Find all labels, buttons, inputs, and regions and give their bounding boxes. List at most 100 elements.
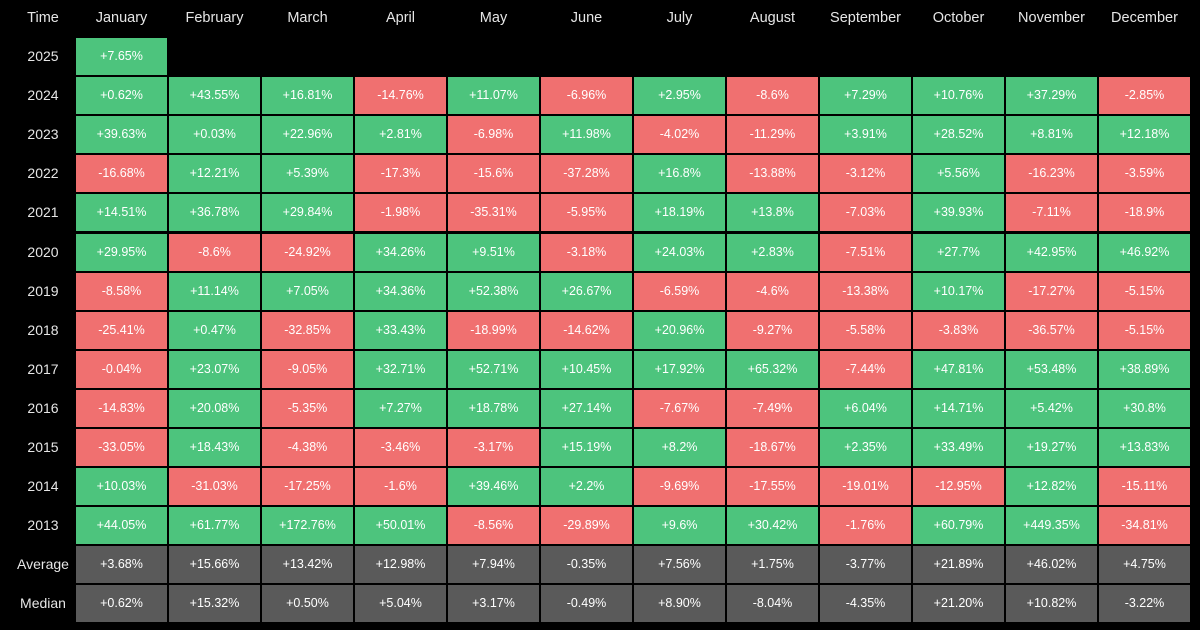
- heatmap-cell: +36.78%: [169, 194, 260, 232]
- heatmap-cell: +34.26%: [355, 233, 446, 271]
- column-header-april: April: [385, 10, 415, 26]
- row-label-2016: 2016: [27, 399, 59, 416]
- row-label-2022: 2022: [27, 165, 59, 182]
- heatmap-cell: -3.22%: [1099, 585, 1190, 623]
- heatmap-cell: -12.95%: [913, 468, 1004, 506]
- row-label-2021: 2021: [27, 204, 59, 221]
- row-label-average: Average: [17, 556, 69, 573]
- heatmap-cell: -5.95%: [541, 194, 632, 232]
- heatmap-cell: -13.88%: [727, 155, 818, 193]
- heatmap-cell: -4.35%: [820, 585, 911, 623]
- column-header-december: December: [1111, 10, 1178, 26]
- heatmap-cell: +43.55%: [169, 77, 260, 115]
- heatmap-cell: -17.25%: [262, 468, 353, 506]
- heatmap-cell: +8.81%: [1006, 116, 1097, 154]
- heatmap-cell: +2.81%: [355, 116, 446, 154]
- heatmap-cell: +16.8%: [634, 155, 725, 193]
- heatmap-cell: -16.23%: [1006, 155, 1097, 193]
- heatmap-cell: +12.18%: [1099, 116, 1190, 154]
- heatmap-cell: -34.81%: [1099, 507, 1190, 545]
- row-label-2015: 2015: [27, 439, 59, 455]
- heatmap-cell: +22.96%: [262, 116, 353, 154]
- heatmap-cell: +32.71%: [355, 350, 446, 388]
- heatmap-cell: +52.38%: [448, 272, 539, 310]
- heatmap-cell: -18.67%: [727, 429, 818, 466]
- heatmap-cell: -2.85%: [1099, 77, 1190, 115]
- row-label-2024: 2024: [27, 87, 59, 104]
- heatmap-cell: +34.36%: [355, 272, 446, 310]
- heatmap-cell: -29.89%: [541, 507, 632, 545]
- heatmap-cell: -14.62%: [541, 311, 632, 349]
- heatmap-cell: +18.43%: [169, 429, 260, 466]
- heatmap-cell: +11.07%: [448, 77, 539, 115]
- heatmap-cell: +4.75%: [1099, 546, 1190, 584]
- heatmap-cell: +61.77%: [169, 507, 260, 545]
- heatmap-cell: +27.14%: [541, 389, 632, 427]
- heatmap-cell: +10.82%: [1006, 585, 1097, 623]
- heatmap-cell: +17.92%: [634, 350, 725, 388]
- column-header-november: November: [1018, 10, 1085, 26]
- heatmap-cell: +2.83%: [727, 233, 818, 271]
- column-header-august: August: [749, 10, 796, 26]
- heatmap-cell: -0.49%: [541, 585, 632, 623]
- row-label-2019: 2019: [27, 282, 59, 299]
- heatmap-cell: +21.20%: [913, 585, 1004, 623]
- heatmap-cell: +0.62%: [76, 585, 167, 623]
- heatmap-cell: -9.27%: [727, 311, 818, 349]
- heatmap-cell: -6.96%: [541, 77, 632, 115]
- heatmap-cell: -11.29%: [727, 116, 818, 154]
- heatmap-cell: +18.19%: [634, 194, 725, 232]
- column-header-july: July: [666, 10, 693, 26]
- heatmap-cell: +27.7%: [913, 233, 1004, 271]
- time-column-header: Time: [27, 10, 59, 26]
- heatmap-cell: +11.98%: [541, 116, 632, 154]
- heatmap-cell: +29.95%: [76, 233, 167, 271]
- heatmap-cell: -3.46%: [355, 429, 446, 466]
- heatmap-cell: +33.49%: [913, 429, 1004, 466]
- heatmap-cell: -19.01%: [820, 468, 911, 506]
- heatmap-cell: +44.05%: [76, 507, 167, 545]
- heatmap-cell: -7.11%: [1006, 194, 1097, 232]
- row-label-2017: 2017: [27, 360, 59, 377]
- heatmap-cell: -5.15%: [1099, 272, 1190, 310]
- heatmap-cell: +8.90%: [634, 585, 725, 623]
- heatmap-cell: -14.83%: [76, 389, 167, 427]
- heatmap-cell: -8.6%: [727, 77, 818, 115]
- heatmap-cell: +2.2%: [541, 468, 632, 506]
- heatmap-cell: +52.71%: [448, 350, 539, 388]
- heatmap-cell: +0.50%: [262, 585, 353, 623]
- heatmap-cell: -31.03%: [169, 468, 260, 506]
- heatmap-cell: +38.89%: [1099, 350, 1190, 388]
- heatmap-cell: +7.65%: [76, 38, 167, 75]
- heatmap-cell: -16.68%: [76, 155, 167, 193]
- heatmap-cell: -5.15%: [1099, 311, 1190, 349]
- heatmap-cell: -18.99%: [448, 311, 539, 349]
- heatmap-cell: +5.04%: [355, 585, 446, 623]
- heatmap-cell: -9.05%: [262, 350, 353, 388]
- heatmap-cell: -3.18%: [541, 233, 632, 271]
- row-label-2023: 2023: [27, 126, 59, 143]
- row-label-2020: 2020: [27, 243, 59, 260]
- heatmap-cell: +26.67%: [541, 272, 632, 310]
- row-label-2014: 2014: [27, 478, 59, 495]
- column-header-may: May: [479, 10, 508, 26]
- heatmap-cell: -17.55%: [727, 468, 818, 506]
- row-label-2013: 2013: [27, 517, 59, 534]
- heatmap-cell: +0.47%: [169, 311, 260, 349]
- column-header-march: March: [287, 10, 328, 26]
- heatmap-cell: -3.12%: [820, 155, 911, 193]
- heatmap-cell: +30.42%: [727, 507, 818, 545]
- heatmap-cell: -7.51%: [820, 233, 911, 271]
- heatmap-cell: +7.27%: [355, 389, 446, 427]
- heatmap-cell: +21.89%: [913, 546, 1004, 584]
- heatmap-cell: +11.14%: [169, 272, 260, 310]
- heatmap-cell: -1.76%: [820, 507, 911, 545]
- heatmap-cell: -14.76%: [355, 77, 446, 115]
- heatmap-cell: +39.63%: [76, 116, 167, 154]
- heatmap-cell: -36.57%: [1006, 311, 1097, 349]
- heatmap-cell: -6.59%: [634, 272, 725, 310]
- heatmap-cell: +13.42%: [262, 546, 353, 584]
- heatmap-cell: -0.35%: [541, 546, 632, 584]
- heatmap-cell: +1.75%: [727, 546, 818, 584]
